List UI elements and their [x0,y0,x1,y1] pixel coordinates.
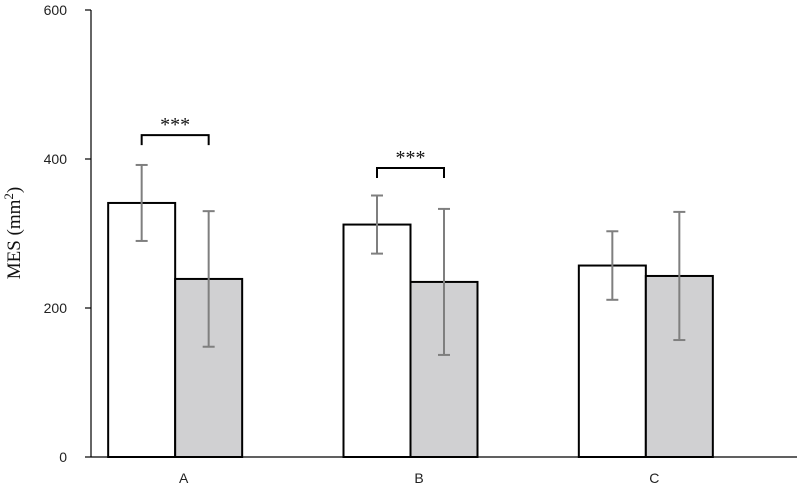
y-axis-label: MES (mm2) [1,187,26,280]
x-tick-label: B [414,470,423,486]
x-tick-label: C [649,470,659,486]
y-tick-label: 0 [59,449,67,465]
y-axis-label-main: MES (mm [4,199,25,279]
y-tick-label: 400 [44,151,68,167]
bar [342,223,412,458]
y-axis-label-superscript: 2 [1,193,16,200]
x-tick-label: A [179,470,189,486]
significance-label: *** [396,147,426,169]
y-axis-label-close: ) [4,187,25,193]
significance-bracket [140,134,210,146]
significance-bracket [376,166,445,178]
error-bars [135,163,686,356]
significance-label: *** [160,114,190,136]
y-tick-label: 600 [44,2,68,18]
y-tick-label: 200 [44,300,68,316]
significance-brackets: *** *** [140,114,445,178]
bars [107,201,714,458]
bar [107,201,177,458]
